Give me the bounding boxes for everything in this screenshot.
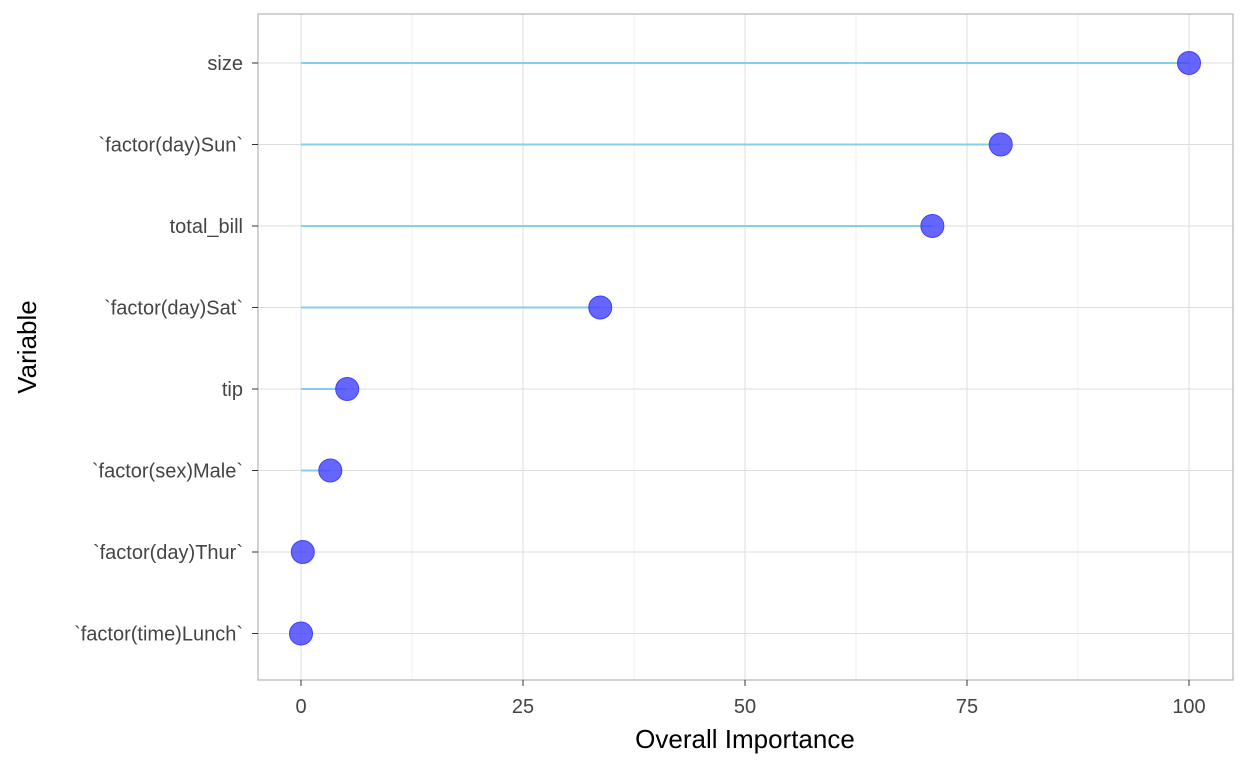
x-tick-label: 50 [734, 696, 756, 718]
y-tick-label: size [207, 53, 243, 75]
x-tick-label: 75 [956, 696, 978, 718]
lollipop-point [588, 295, 613, 320]
x-tick-label: 0 [295, 696, 306, 718]
x-axis-ticks: 0 25 50 75 100 [295, 680, 1206, 718]
lollipop-point [1177, 51, 1201, 75]
lollipop-point [289, 621, 313, 646]
y-axis-title: Variable [12, 300, 42, 393]
x-tick-label: 25 [512, 696, 534, 718]
lollipop-point [920, 214, 945, 238]
y-tick-label: `factor(day)Sun` [99, 135, 244, 157]
y-tick-label: total_bill [170, 216, 243, 238]
lollipop-point [335, 377, 360, 401]
y-axis-ticks: size `factor(day)Sun` total_bill `factor(da… [74, 53, 258, 646]
point-layer [289, 51, 1201, 646]
y-tick-label: `factor(sex)Male` [92, 461, 243, 483]
x-tick-label: 100 [1172, 696, 1205, 718]
lollipop-point [290, 540, 315, 564]
y-tick-label: `factor(day)Thur` [93, 542, 243, 564]
y-tick-label: tip [222, 379, 243, 401]
lollipop-point [318, 458, 343, 483]
y-tick-label: `factor(day)Sat` [104, 298, 243, 320]
x-axis-title: Overall Importance [635, 724, 855, 754]
y-tick-label: `factor(time)Lunch` [74, 624, 243, 646]
lollipop-point [988, 132, 1013, 157]
